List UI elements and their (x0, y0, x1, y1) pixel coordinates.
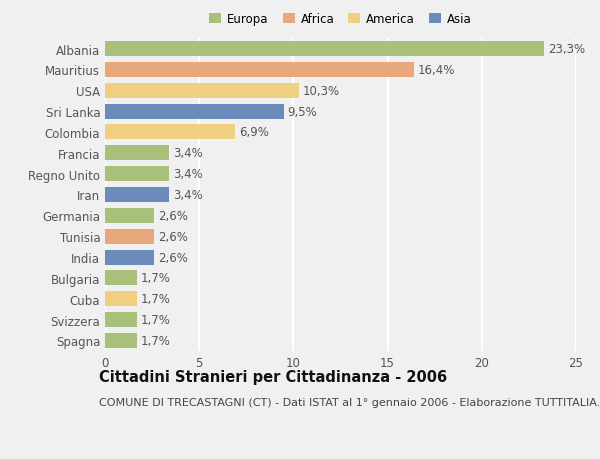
Text: 2,6%: 2,6% (158, 209, 188, 222)
Text: 3,4%: 3,4% (173, 189, 203, 202)
Bar (105, 333, 137, 348)
Bar (105, 42, 544, 57)
Bar (105, 313, 137, 327)
Bar (105, 104, 284, 119)
Text: 6,9%: 6,9% (239, 126, 269, 139)
Text: 1,7%: 1,7% (141, 313, 170, 326)
Text: 2,6%: 2,6% (158, 251, 188, 264)
Text: Cittadini Stranieri per Cittadinanza - 2006: Cittadini Stranieri per Cittadinanza - 2… (99, 369, 447, 385)
Bar (105, 63, 414, 78)
Bar (105, 188, 169, 202)
Text: 3,4%: 3,4% (173, 147, 203, 160)
Bar (105, 291, 137, 307)
Bar (105, 146, 169, 161)
Legend: Europa, Africa, America, Asia: Europa, Africa, America, Asia (207, 11, 474, 28)
Text: 16,4%: 16,4% (418, 64, 455, 77)
Bar (105, 167, 169, 182)
Text: 1,7%: 1,7% (141, 293, 170, 306)
Bar (105, 208, 154, 224)
Text: 2,6%: 2,6% (158, 230, 188, 243)
Bar (105, 84, 299, 99)
Bar (105, 271, 137, 286)
Text: 23,3%: 23,3% (548, 43, 585, 56)
Text: 3,4%: 3,4% (173, 168, 203, 181)
Text: 9,5%: 9,5% (288, 106, 317, 118)
Text: 1,7%: 1,7% (141, 272, 170, 285)
Text: COMUNE DI TRECASTAGNI (CT) - Dati ISTAT al 1° gennaio 2006 - Elaborazione TUTTIT: COMUNE DI TRECASTAGNI (CT) - Dati ISTAT … (99, 397, 600, 407)
Bar (105, 229, 154, 244)
Text: 10,3%: 10,3% (303, 84, 340, 97)
Bar (105, 250, 154, 265)
Bar (105, 125, 235, 140)
Text: 1,7%: 1,7% (141, 334, 170, 347)
